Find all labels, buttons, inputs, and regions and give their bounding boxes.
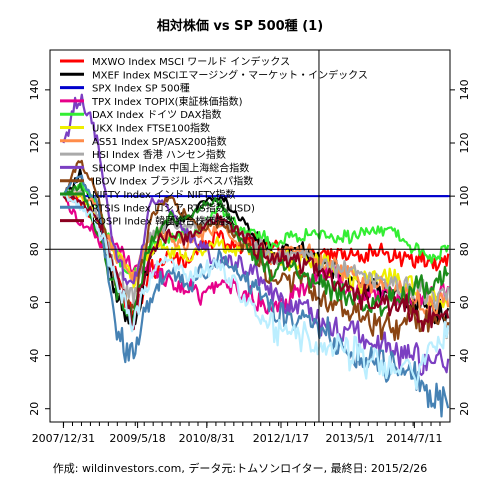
y-tick-label-right: 40 (458, 349, 471, 363)
footer-credit: 作成: wildinvestors.com, データ元:トムソンロイター, 最終… (53, 461, 427, 475)
y-tick-label-right: 80 (458, 242, 471, 256)
y-tick-label-left: 20 (28, 402, 41, 416)
legend-label: HSI Index 香港 ハンセン指数 (92, 148, 226, 161)
reference-lines (50, 50, 450, 422)
legend-label: KOSPI Index 韓国総合株価指数 (92, 215, 235, 228)
series-line-7 (62, 188, 450, 310)
legend-label: TPX Index TOPIX(東証株価指数) (91, 95, 243, 108)
y-tick-label-right: 100 (458, 186, 471, 207)
legend-label: NIFTY Index インド NIFTY指数 (92, 188, 236, 201)
legend-label: DAX Index ドイツ DAX指数 (92, 108, 222, 121)
y-tick-label-left: 140 (28, 79, 41, 100)
series-line-10 (62, 182, 450, 327)
y-tick-label-left: 60 (28, 295, 41, 309)
series-line-3 (62, 195, 450, 315)
series-line-4 (62, 180, 450, 278)
legend-label: AS51 Index SP/ASX200指数 (92, 135, 227, 148)
x-tick-label: 2012/1/17 (253, 432, 309, 445)
x-tick-label: 2007/12/31 (32, 432, 95, 445)
legend-label: UKX Index FTSE100指数 (92, 122, 210, 135)
y-tick-label-right: 120 (458, 133, 471, 154)
series-line-6 (62, 189, 450, 315)
legend-label: IBOV Index ブラジル ボベスパ指数 (92, 175, 253, 188)
plot-frame (49, 49, 451, 423)
y-tick-label-right: 140 (458, 79, 471, 100)
legend-label: MXEF Index MSCIエマージング・マーケット・インデックス (92, 68, 368, 81)
axes: 20 20 40 40 60 60 80 80 100 100 120 120 140 140 2007/1… (28, 79, 471, 445)
series-line-12 (62, 195, 450, 332)
series-line-13 (62, 192, 450, 390)
y-tick-label-left: 80 (28, 242, 41, 256)
y-tick-label-left: 120 (28, 133, 41, 154)
x-tick-label: 2013/5/1 (325, 432, 374, 445)
legend-label: RTSIS Index ロシア RTS指数(USD) (92, 201, 255, 214)
x-tick-label: 2010/8/31 (179, 432, 235, 445)
x-tick-label: 2009/5/18 (109, 432, 165, 445)
y-tick-label-right: 60 (458, 295, 471, 309)
legend-label: MXWO Index MSCI ワールド インデックス (92, 55, 290, 68)
x-tick-label: 2014/7/11 (386, 432, 442, 445)
y-tick-label-left: 100 (28, 186, 41, 207)
series-layer (62, 93, 450, 418)
y-tick-label-right: 20 (458, 402, 471, 416)
legend-label: SPX Index SP 500種 (92, 82, 190, 95)
chart-title: 相対株価 vs SP 500種 (1) (157, 18, 323, 34)
legend-label: SHCOMP Index 中国上海総合指数 (92, 161, 249, 174)
y-tick-label-left: 40 (28, 349, 41, 363)
